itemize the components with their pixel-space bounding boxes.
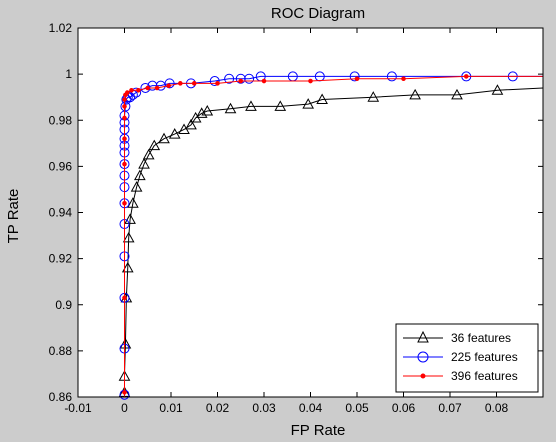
y-tick-label: 0.98 [49, 113, 73, 127]
x-tick-label: 0 [121, 401, 128, 415]
legend-circle-marker [417, 351, 429, 363]
data-point-225-features [386, 71, 397, 82]
legend-label-396-features: 396 features [451, 369, 518, 383]
series-line-36-features [124, 87, 544, 397]
data-point-36-features [148, 139, 161, 151]
data-point-36-features [122, 231, 135, 243]
data-point-396-features [122, 97, 127, 102]
data-point-396-features [122, 104, 127, 109]
y-axis-label: TP Rate [5, 189, 22, 244]
data-point-396-features [122, 200, 127, 206]
x-tick-label: 0.06 [392, 401, 416, 415]
legend-dot-marker [420, 373, 426, 379]
data-point-396-features [145, 85, 151, 91]
data-point-36-features [168, 128, 181, 139]
x-tick-label: 0.07 [438, 401, 462, 415]
plot-frame [77, 27, 544, 398]
data-point-36-features [316, 93, 328, 104]
data-point-36-features [245, 100, 257, 111]
data-point-396-features [401, 76, 406, 82]
data-point-225-features [147, 80, 158, 91]
data-point-396-features [354, 76, 360, 82]
data-point-396-features [122, 390, 127, 395]
data-point-396-features [136, 87, 141, 93]
data-point-225-features [120, 101, 131, 112]
chart-title: ROC Diagram [271, 5, 365, 22]
data-point-36-features [133, 169, 146, 181]
data-point-396-features [122, 136, 127, 141]
data-point-396-features [191, 81, 197, 86]
data-point-36-features [451, 88, 463, 100]
y-tick-label: 0.88 [49, 344, 73, 358]
data-point-396-features [261, 78, 267, 84]
y-tick-label: 0.96 [49, 159, 73, 173]
y-tick-label: 0.9 [55, 298, 72, 312]
data-point-36-features [121, 261, 134, 273]
data-point-36-features [127, 197, 139, 208]
data-point-36-features [185, 118, 197, 130]
data-point-36-features [367, 91, 380, 102]
data-point-36-features [119, 337, 132, 349]
legend-label-36-features: 36 features [451, 331, 511, 345]
data-point-36-features [124, 213, 136, 224]
data-point-225-features [131, 87, 142, 98]
data-point-36-features [142, 148, 155, 160]
data-point-36-features [274, 100, 287, 111]
data-point-396-features [308, 78, 313, 84]
data-point-225-features [224, 73, 235, 84]
data-point-36-features [130, 181, 143, 192]
data-point-36-features [158, 132, 170, 144]
data-point-396-features [154, 85, 160, 91]
data-point-225-features [244, 73, 255, 84]
data-point-36-features [224, 102, 237, 114]
data-point-396-features [166, 83, 171, 88]
data-point-36-features [195, 107, 208, 118]
x-tick-label: 0.05 [345, 401, 369, 415]
data-point-396-features [122, 295, 127, 301]
data-point-396-features [122, 161, 127, 167]
legend: 36 features 225 features 396 features [395, 323, 539, 393]
legend-label-225-features: 225 features [451, 350, 518, 364]
data-point-225-features [349, 71, 360, 82]
data-point-396-features [238, 78, 244, 84]
y-tick-label: 0.86 [49, 390, 73, 404]
x-tick-label: 0.08 [485, 401, 509, 415]
x-tick-label: 0.04 [299, 401, 323, 415]
y-tick-label: 0.92 [49, 252, 73, 266]
data-point-36-features [138, 158, 150, 169]
data-point-225-features [209, 76, 220, 87]
data-point-225-features [164, 78, 175, 89]
y-tick-label: 1.02 [49, 21, 73, 35]
data-point-396-features [124, 90, 130, 95]
data-point-36-features [201, 104, 214, 116]
legend-triangle-marker [417, 330, 429, 343]
x-tick-label: 0.02 [206, 401, 230, 415]
data-point-396-features [122, 115, 127, 121]
data-point-396-features [178, 81, 183, 86]
data-point-36-features [302, 98, 315, 109]
series-396-features [122, 74, 543, 397]
legend-box [395, 323, 539, 393]
x-tick-label: 0.01 [159, 401, 183, 415]
x-axis-label: FP Rate [291, 422, 346, 439]
y-tick-label: 1 [65, 67, 72, 81]
legend-entry-396-features: 396 features [403, 369, 518, 383]
x-tick-label: -0.01 [64, 401, 92, 415]
data-point-396-features [463, 74, 469, 79]
y-tick-label: 0.94 [49, 206, 73, 220]
legend-entry-225-features: 225 features [403, 350, 518, 364]
data-point-36-features [409, 88, 421, 100]
data-point-396-features [129, 87, 134, 93]
legend-entry-36-features: 36 features [403, 330, 511, 345]
data-point-396-features [215, 81, 220, 86]
data-point-36-features [491, 84, 504, 95]
x-tick-label: 0.03 [252, 401, 276, 415]
